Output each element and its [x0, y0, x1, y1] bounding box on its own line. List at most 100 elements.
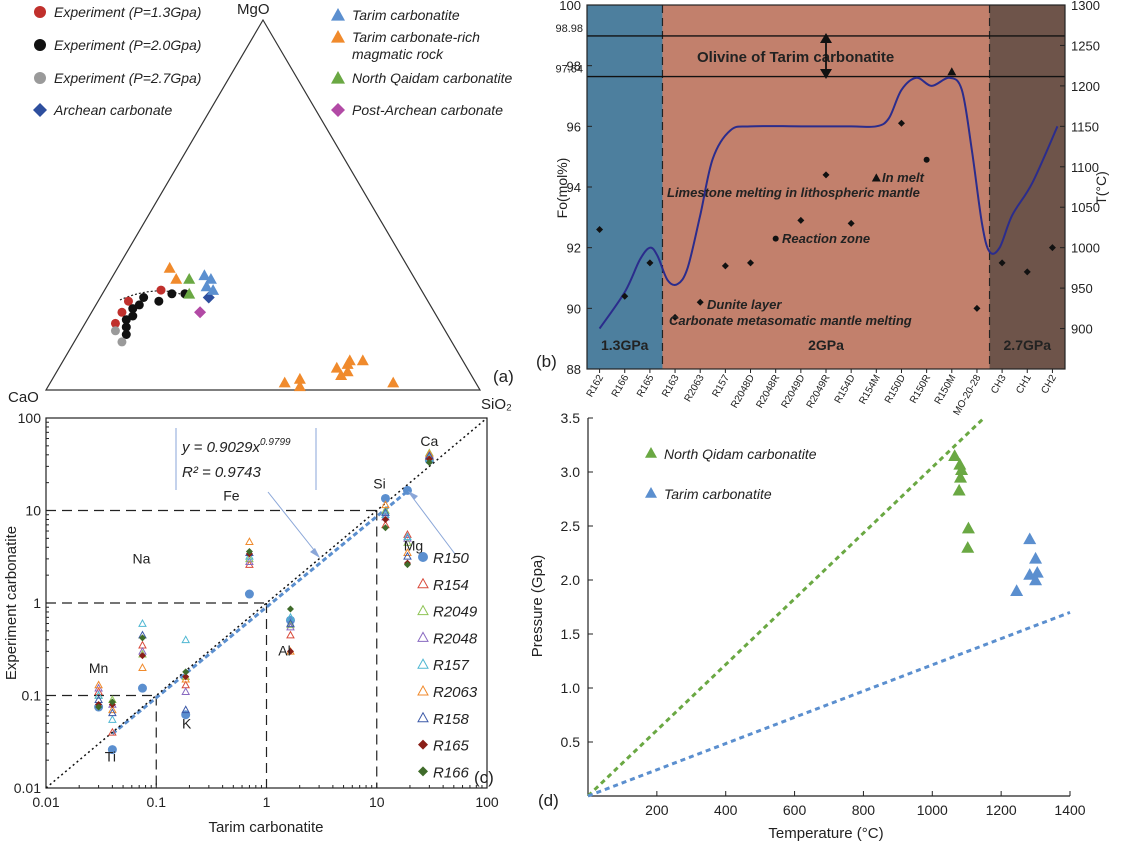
annotation-olivine: Olivine of Tarim carbonatite: [697, 49, 894, 66]
pt-point-north-qidam-carbonatite: [954, 470, 968, 483]
legend-marker-north-qaidam-carbonatite: [331, 71, 345, 84]
legend-label-r158: R158: [433, 711, 470, 728]
legend-marker-experiment-p-2-7gpa: [34, 72, 46, 84]
legend-label-archean-carbonate: Archean carbonate: [53, 102, 173, 118]
point-r158-k: [181, 705, 191, 714]
point-tarim-carbonate-rich-magmatic-rock: [387, 376, 400, 388]
y2-tick-label: 950: [1071, 281, 1093, 296]
ref-line-label: 98.98: [555, 23, 583, 35]
legend-marker-experiment-p-1-3gpa: [34, 6, 46, 18]
fo-points: [596, 67, 1056, 321]
y-tick-label: 0.1: [22, 688, 42, 704]
fo-point-r154d: [847, 219, 855, 227]
ref-line-label: 97.64: [555, 64, 583, 76]
legend-item-experiment-p-2-0gpa: Experiment (P=2.0Gpa): [34, 37, 201, 53]
legend-item-r150: R150: [418, 550, 470, 567]
x-tick-label-ch1: CH1: [1014, 373, 1034, 396]
x-tick-label-r2049r: R2049R: [805, 373, 833, 410]
annotation-limestone: Limestone melting in lithospheric mantle: [667, 185, 920, 200]
pt-point-north-qidam-carbonatite: [961, 541, 975, 553]
point-tarim-carbonatite: [198, 269, 211, 281]
point-tarim-carbonate-rich-magmatic-rock: [330, 361, 343, 373]
legend-label-tarim-carbonatite: Tarim carbonatite: [352, 7, 460, 23]
legend-item-r2063: R2063: [417, 684, 478, 701]
x-tick-label: 1200: [986, 802, 1017, 818]
panel-b-annotations: Olivine of Tarim carbonatite In melt Lim…: [667, 33, 925, 328]
legend-label-r165: R165: [433, 738, 470, 755]
legend-label-experiment-p-1-3gpa: Experiment (P=1.3Gpa): [54, 4, 201, 20]
arrow-head-down: [820, 69, 832, 79]
point-r166-mn: [95, 703, 103, 711]
apex-mgo-label: MgO: [237, 1, 270, 18]
pt-point-tarim-carbonatite: [1029, 551, 1043, 564]
point-r154-mg: [403, 529, 412, 538]
x-tick-label: 10: [369, 794, 385, 810]
x-tick-label-r162: R162: [585, 373, 607, 400]
element-label-si: Si: [373, 475, 385, 491]
ternary-points: [110, 261, 400, 392]
legend-item-r166: R166: [418, 764, 470, 781]
point-experiment-p-2-0gpa: [154, 296, 164, 306]
x-tick-label-r157: R157: [710, 373, 732, 400]
legend-marker-r2048: [417, 631, 429, 642]
point-experiment-p-2-0gpa: [121, 322, 131, 332]
point-r157-ti: [108, 714, 117, 723]
point-r154-al: [286, 630, 295, 639]
legend-marker-post-archean-carbonate: [331, 103, 345, 117]
y2-tick-label: 1150: [1071, 119, 1099, 134]
legend-item-tarim-carbonatite: Tarim carbonatite: [645, 486, 772, 502]
fo-point-r163: [671, 313, 679, 321]
panel-c-label: (c): [474, 768, 494, 787]
x-tick-label-r163: R163: [660, 373, 682, 400]
element-label-mn: Mn: [89, 660, 108, 676]
legend-label-r154: R154: [433, 577, 469, 594]
y-tick-label: 3.0: [561, 464, 581, 480]
fo-point-r150m: [947, 67, 957, 76]
fo-point-r2049d: [797, 216, 805, 224]
y-tick-label: 2.0: [561, 572, 581, 588]
legend-marker-north-qidam-carbonatite: [645, 447, 657, 458]
annotation-in-melt: In melt: [882, 170, 925, 185]
legend-label-north-qaidam-carbonatite: North Qaidam carbonatite: [352, 70, 513, 86]
guide-lines: [46, 509, 378, 788]
point-tarim-carbonate-rich-magmatic-rock: [293, 372, 306, 384]
panel-d-ylabel: Pressure (Gpa): [529, 555, 546, 658]
legend-label-r157: R157: [433, 657, 470, 674]
legend-label-tarim-carbonatite: Tarim carbonatite: [664, 486, 772, 502]
apex-cao-label: CaO: [8, 389, 39, 406]
apex-sio2-label: SiO₂: [481, 396, 512, 413]
point-experiment-p-2-0gpa: [128, 304, 138, 314]
legend-marker-tarim-carbonatite: [331, 8, 345, 21]
fit-pointer: [409, 493, 456, 555]
point-r165-si: [381, 515, 389, 523]
temperature-curve: [598, 76, 1059, 330]
arrow-head-up: [820, 33, 832, 43]
element-label-na: Na: [133, 551, 151, 567]
point-r165-na: [138, 652, 146, 660]
element-label-ca: Ca: [420, 433, 438, 449]
point-post-archean-carbonate: [194, 306, 207, 319]
equation-pointer-head: [310, 548, 320, 558]
legend-marker-r2049: [417, 604, 429, 616]
point-experiment-p-2-7gpa: [110, 326, 120, 336]
y-tick-label: 10: [25, 503, 41, 519]
panel-c-ylabel: Experiment carbonatite: [3, 526, 20, 680]
element-label-k: K: [182, 716, 192, 732]
panel-d-xlabel: Temperature (°C): [768, 825, 883, 842]
y-tick-label: 96: [567, 119, 581, 134]
legend-item-north-qaidam-carbonatite: North Qaidam carbonatite: [331, 70, 513, 86]
y-tick-label: 94: [567, 180, 581, 195]
legend-item-r157: R157: [417, 657, 470, 674]
point-r166-k: [182, 668, 190, 676]
pt-point-tarim-carbonatite: [1010, 584, 1024, 596]
equation-box: y = 0.9029x0.9799 R² = 0.9743: [175, 428, 456, 558]
point-r150-ti: [107, 745, 117, 755]
point-r150-na: [137, 683, 147, 693]
annotation-carbonate-metasomatic: Carbonate metasomatic mantle melting: [669, 313, 912, 328]
panel-b-ylabel-left: Fo(mol%): [554, 158, 570, 219]
fo-point-r157: [721, 262, 729, 270]
point-experiment-p-2-0gpa: [134, 300, 144, 310]
legend-marker-r165: [418, 739, 428, 750]
point-r166-na: [138, 634, 146, 642]
